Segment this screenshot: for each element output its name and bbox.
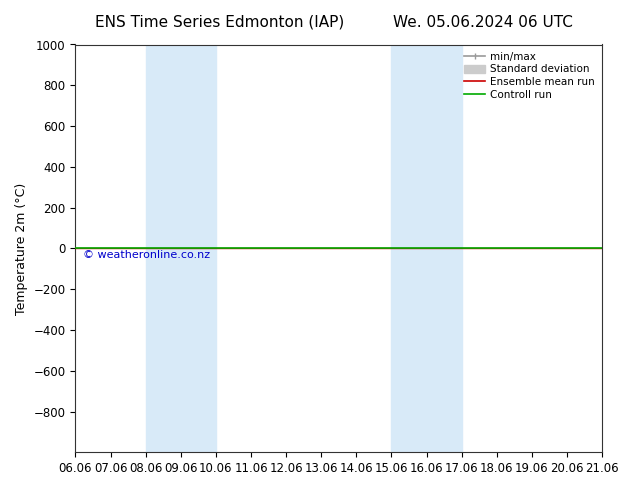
Bar [146,45,216,452]
Legend: min/max, Standard deviation, Ensemble mean run, Controll run: min/max, Standard deviation, Ensemble me… [462,49,597,102]
Bar [391,45,462,452]
Y-axis label: Temperature 2m (°C): Temperature 2m (°C) [15,182,28,315]
Text: ENS Time Series Edmonton (IAP): ENS Time Series Edmonton (IAP) [95,15,344,30]
Text: We. 05.06.2024 06 UTC: We. 05.06.2024 06 UTC [393,15,573,30]
Text: © weatheronline.co.nz: © weatheronline.co.nz [83,250,210,260]
